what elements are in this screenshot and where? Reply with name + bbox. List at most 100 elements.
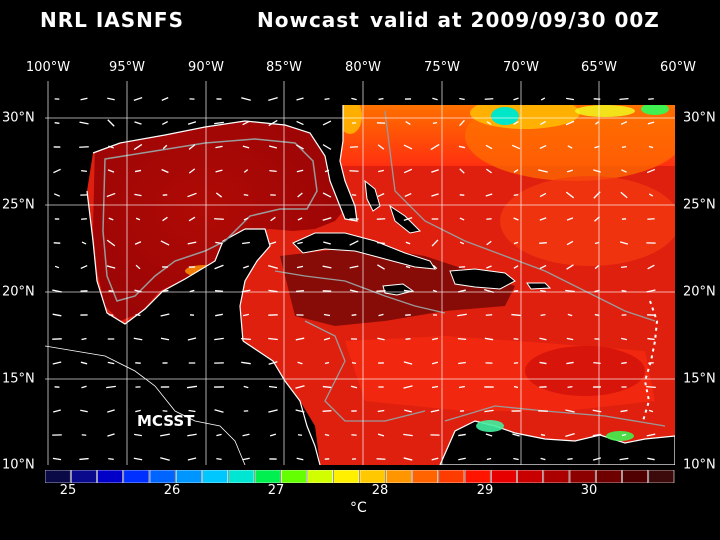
colorbar-swatch (70, 470, 97, 483)
current-arrow (432, 289, 438, 293)
current-arrow (403, 457, 413, 461)
current-arrow (80, 361, 88, 365)
current-arrow (459, 241, 465, 245)
current-arrow (540, 433, 546, 437)
current-arrow (431, 361, 439, 365)
current-arrow (403, 385, 413, 389)
lon-label: 60°W (660, 60, 696, 75)
current-arrow (81, 169, 87, 173)
isobath-caribbean (274, 270, 446, 314)
current-arrow (108, 457, 114, 461)
current-arrow (160, 240, 170, 246)
current-arrow (484, 288, 494, 294)
current-arrow (215, 192, 223, 198)
current-arrow (566, 264, 574, 270)
current-arrow (404, 192, 412, 198)
current-arrow (458, 361, 466, 365)
current-arrow (538, 169, 548, 173)
current-arrow (133, 457, 143, 461)
current-arrow (404, 409, 412, 413)
current-arrow (377, 264, 385, 270)
current-arrow (81, 241, 87, 245)
current-arrow (648, 409, 654, 413)
current-arrow (405, 265, 411, 269)
current-arrow (566, 169, 574, 173)
current-arrow (242, 433, 250, 437)
colorbar-tick-label: 29 (476, 483, 494, 498)
current-arrow (432, 264, 438, 270)
current-arrow (459, 168, 465, 174)
current-arrow (403, 433, 413, 437)
current-arrow (431, 385, 439, 389)
current-arrow (186, 385, 198, 389)
current-arrow (297, 192, 303, 198)
current-arrow (647, 337, 655, 341)
current-arrow (162, 216, 168, 222)
island-lesser-antilles (642, 300, 659, 422)
current-arrow (513, 241, 519, 245)
current-arrow (432, 337, 438, 341)
current-arrow (621, 145, 627, 149)
current-arrow (540, 313, 546, 317)
current-arrow (215, 313, 223, 317)
current-arrow (161, 289, 169, 293)
current-arrow (295, 409, 305, 413)
lon-label: 100°W (25, 60, 71, 75)
current-arrow (484, 337, 494, 341)
current-arrow (459, 97, 465, 101)
current-arrow (134, 241, 142, 245)
current-arrow (378, 169, 384, 173)
current-arrow (511, 313, 521, 317)
current-arrow (188, 144, 196, 150)
current-arrow (539, 337, 547, 341)
current-arrow (296, 144, 304, 150)
current-arrow (187, 457, 197, 461)
current-arrow (647, 218, 655, 220)
current-arrow (351, 434, 357, 436)
current-arrow (457, 338, 467, 340)
isobath-nicaragua-rise (304, 320, 426, 422)
current-arrow (106, 192, 116, 198)
colorbar-swatch (202, 470, 229, 483)
colorbar-unit: °C (350, 500, 367, 516)
current-arrow (458, 289, 466, 293)
current-arrow (539, 192, 547, 198)
current-arrow (297, 241, 303, 245)
current-arrow (52, 361, 62, 365)
current-arrow (243, 194, 249, 196)
colorbar-tick-label: 25 (59, 483, 77, 498)
lat-label: 30°N (683, 110, 716, 126)
current-arrow (243, 385, 249, 389)
current-arrow (620, 409, 628, 413)
current-arrow (485, 314, 493, 316)
coastline (86, 190, 246, 325)
current-arrow (243, 217, 249, 221)
current-arrow (161, 96, 169, 102)
current-arrow (106, 265, 116, 269)
current-arrow (214, 121, 224, 125)
cool-upwelling (606, 431, 634, 441)
cool-eddy-green (491, 107, 519, 125)
current-arrow (323, 241, 331, 245)
current-arrow (134, 289, 142, 293)
current-arrow (296, 169, 304, 173)
current-arrow (107, 361, 115, 365)
current-arrow (594, 216, 600, 222)
current-arrow (106, 239, 116, 247)
current-arrow (269, 241, 277, 245)
lon-label: 65°W (581, 60, 617, 75)
current-arrow (621, 337, 627, 341)
colorbar-swatch (175, 470, 202, 483)
current-arrow (322, 144, 332, 150)
current-arrow (621, 433, 627, 437)
current-arrow (160, 457, 170, 461)
current-arrow (565, 191, 575, 199)
cool-eddy-green (641, 103, 669, 115)
current-arrow (108, 145, 114, 149)
current-arrow (593, 191, 601, 199)
current-arrow (54, 122, 60, 124)
current-arrow (486, 121, 492, 125)
colorbar-swatch (438, 470, 465, 483)
current-arrow (349, 265, 359, 269)
current-arrow (592, 457, 602, 461)
